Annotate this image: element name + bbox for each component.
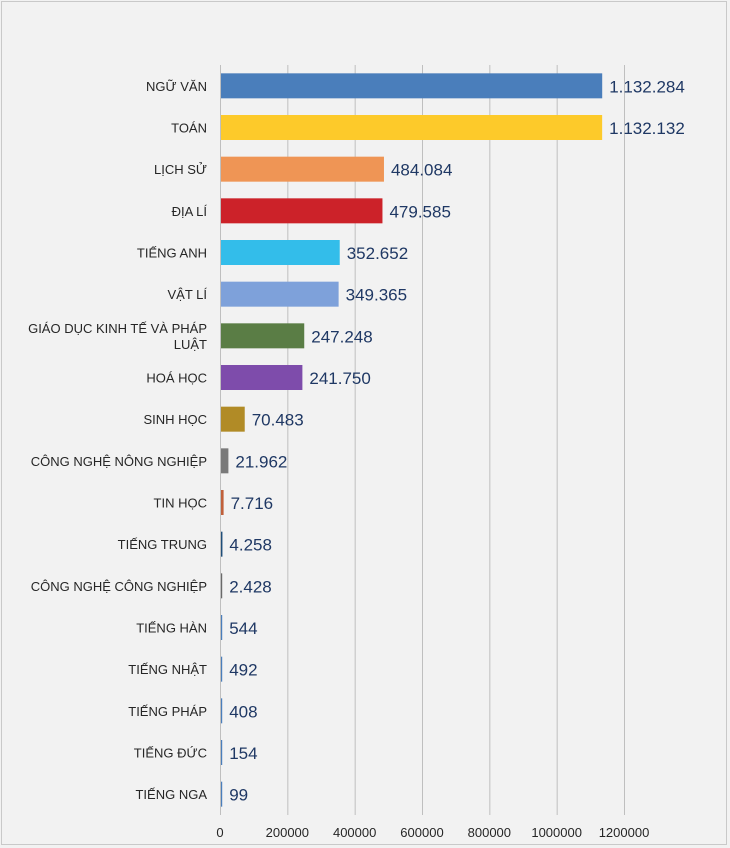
value-label: 349.365: [346, 286, 407, 305]
value-label: 544: [229, 619, 257, 638]
bar: [221, 115, 603, 140]
category-label: TOÁN: [171, 121, 207, 136]
bar: [221, 73, 603, 99]
category-label: TIẾNG PHÁP: [128, 704, 207, 719]
bar: [221, 740, 223, 765]
bar: [221, 573, 223, 599]
category-label: GIÁO DỤC KINH TẾ VÀ PHÁP: [28, 321, 207, 336]
category-label: ĐỊA LÍ: [172, 204, 208, 219]
value-label: 1.132.284: [609, 77, 685, 96]
category-label: TIẾNG TRUNG: [118, 537, 207, 552]
bars: [221, 73, 603, 807]
value-label: 352.652: [347, 244, 408, 263]
bar: [221, 323, 305, 349]
bar: [221, 698, 223, 724]
bar: [221, 198, 383, 224]
bar: [221, 615, 223, 640]
x-tick-label: 1000000: [531, 825, 582, 840]
category-label: LỊCH SỬ: [154, 162, 207, 177]
category-label: TIẾNG ĐỨC: [134, 746, 207, 761]
bar: [221, 656, 223, 682]
category-label: LUẬT: [174, 337, 207, 352]
bar: [221, 448, 229, 474]
x-tick-label: 200000: [266, 825, 309, 840]
bar: [221, 365, 303, 390]
gridlines: [220, 65, 625, 815]
value-label: 484.084: [391, 161, 452, 180]
value-label: 4.258: [229, 536, 272, 555]
x-axis-ticks: 0 200000 400000 600000 800000 1000000 1200000: [216, 825, 649, 840]
category-label: TIẾNG NGA: [135, 787, 207, 802]
value-label: 247.248: [311, 327, 372, 346]
category-label: TIẾNG ANH: [137, 246, 207, 261]
category-label: HOÁ HỌC: [146, 371, 207, 386]
category-label: CÔNG NGHỆ CÔNG NGHIỆP: [31, 579, 207, 594]
value-label: 1.132.132: [609, 119, 685, 138]
bar: [221, 781, 223, 807]
x-tick-label: 0: [216, 825, 223, 840]
category-label: TIN HỌC: [154, 496, 207, 511]
value-label: 99: [229, 786, 248, 805]
x-tick-label: 800000: [468, 825, 511, 840]
value-label: 492: [229, 661, 257, 680]
value-label: 154: [229, 744, 257, 763]
category-label: TIẾNG NHẬT: [128, 662, 207, 677]
category-labels: NGỮ VĂN TOÁN LỊCH SỬ ĐỊA LÍ TIẾNG ANH VẬT LÍ G…: [28, 79, 207, 802]
value-label: 479.585: [389, 202, 450, 221]
value-label: 21.962: [235, 452, 287, 471]
category-label: SINH HỌC: [143, 412, 207, 427]
value-label: 408: [229, 702, 257, 721]
value-label: 241.750: [309, 369, 370, 388]
category-label: TIẾNG HÀN: [136, 621, 207, 636]
x-tick-label: 600000: [400, 825, 443, 840]
category-label: VẬT LÍ: [167, 287, 207, 302]
value-label: 2.428: [229, 577, 272, 596]
x-tick-label: 400000: [333, 825, 376, 840]
bar: [221, 281, 339, 307]
value-labels: 1.132.284 1.132.132 484.084 479.585 352.652 3…: [229, 77, 685, 804]
bar: [221, 490, 224, 515]
bar: [221, 531, 223, 557]
value-label: 70.483: [252, 411, 304, 430]
category-label: CÔNG NGHỆ NÔNG NGHIỆP: [31, 454, 207, 469]
bar: [221, 406, 245, 432]
value-label: 7.716: [231, 494, 274, 513]
bar: [221, 240, 340, 265]
bar: [221, 156, 384, 182]
category-label: NGỮ VĂN: [146, 79, 207, 94]
x-tick-label: 1200000: [599, 825, 650, 840]
